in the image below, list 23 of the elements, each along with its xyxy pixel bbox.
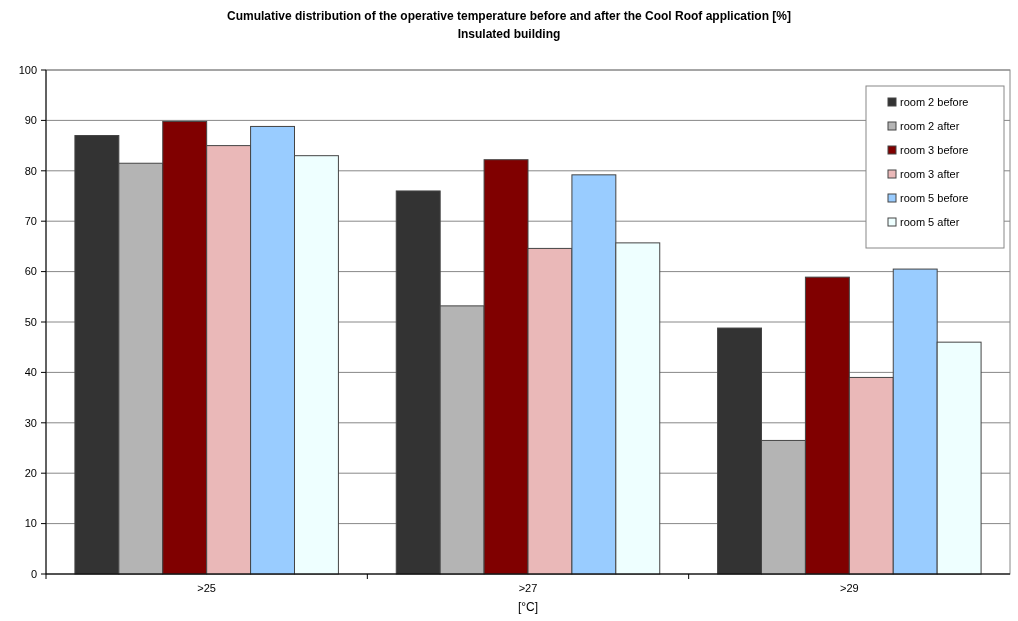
y-tick-label: 40: [24, 366, 37, 379]
y-tick-label: 90: [24, 114, 37, 127]
y-tick-label: 20: [24, 467, 37, 480]
legend-label: room 3 before: [900, 143, 969, 156]
legend-label: room 3 after: [900, 167, 960, 180]
y-tick-label: 80: [24, 164, 37, 177]
y-tick-label: 60: [24, 265, 37, 278]
chart-title: Cumulative distribution of the operative temperature before and after the Cool Roof application [%]: [226, 9, 792, 23]
chart-subtitle: Insulated building: [457, 27, 561, 41]
legend-label: room 2 after: [900, 119, 960, 132]
x-tick-label: >25: [197, 582, 216, 594]
y-tick-label: 100: [18, 63, 37, 76]
x-tick-label: >27: [518, 582, 538, 594]
y-tick-label: 50: [24, 315, 37, 328]
y-tick-label: 30: [24, 416, 37, 429]
legend-label: room 5 after: [900, 215, 960, 228]
x-axis-title: [°C]: [517, 600, 539, 614]
y-tick-label: 10: [24, 517, 37, 530]
y-tick-label: 70: [24, 215, 37, 228]
legend-label: room 2 before: [900, 95, 969, 108]
legend-label: room 5 before: [900, 191, 969, 204]
y-tick-label: 0: [30, 567, 37, 580]
x-tick-label: >29: [840, 582, 859, 594]
